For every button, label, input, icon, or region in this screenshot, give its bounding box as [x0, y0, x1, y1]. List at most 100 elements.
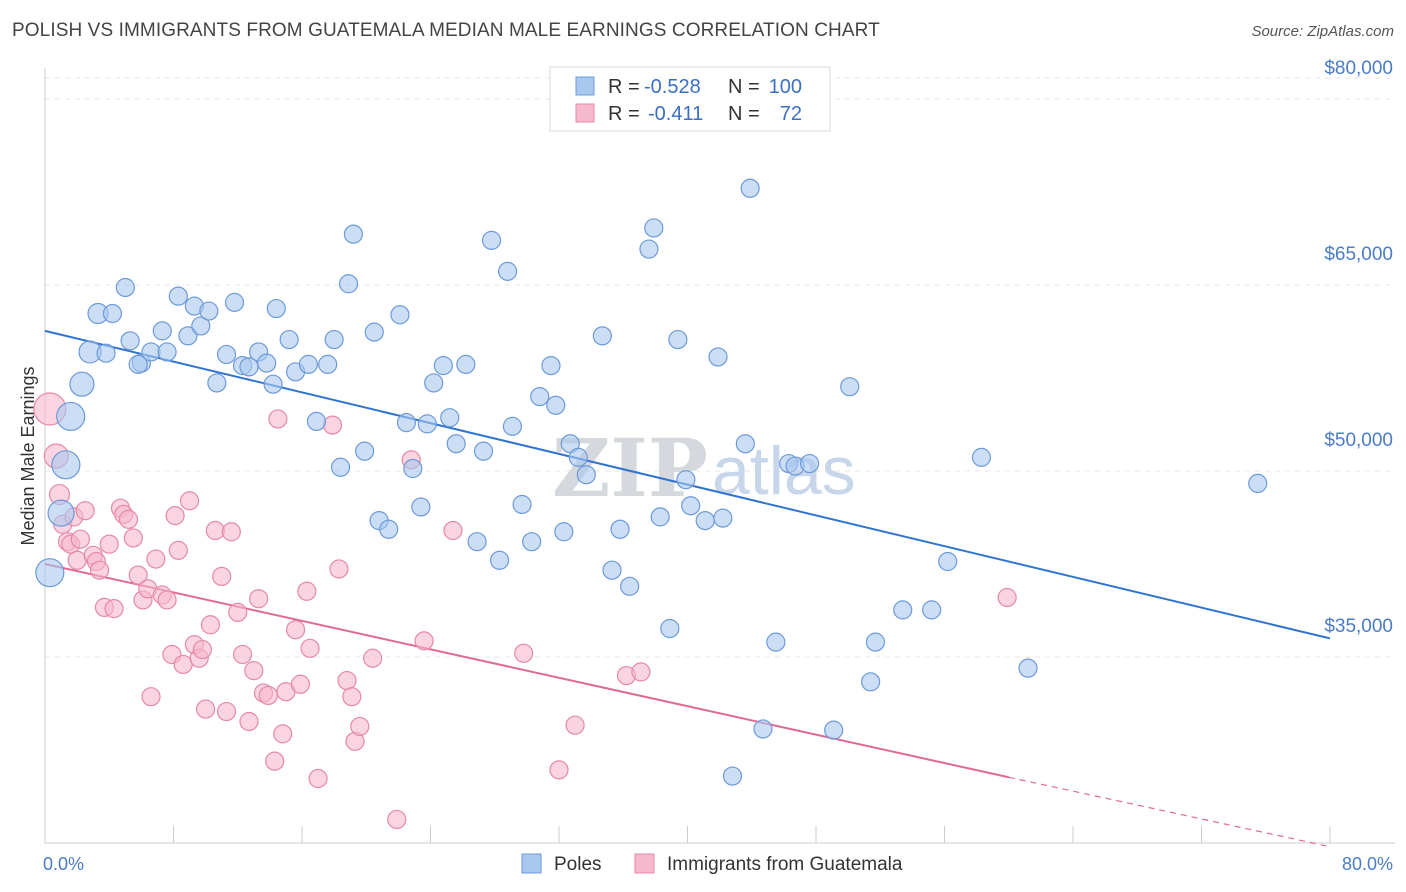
data-point-guatemala [146, 549, 166, 569]
data-point-guatemala [104, 599, 124, 619]
data-point-poles [1018, 658, 1038, 678]
data-point-guatemala [90, 560, 110, 580]
data-point-poles [799, 453, 820, 474]
data-point-poles [708, 347, 728, 367]
data-point-guatemala [123, 528, 143, 548]
data-point-poles [338, 274, 359, 294]
data-point-poles [971, 447, 992, 467]
data-point-guatemala [300, 638, 320, 658]
data-point-guatemala [514, 643, 534, 663]
data-point-poles [512, 494, 532, 515]
data-point-poles [306, 411, 327, 431]
data-point-guatemala [290, 674, 310, 694]
data-point-poles [279, 329, 299, 350]
x-tick-label-max: 80.0% [1342, 854, 1393, 874]
data-point-poles [620, 576, 640, 596]
data-point-poles [473, 441, 494, 461]
data-point-poles [753, 719, 773, 739]
data-point-poles [541, 356, 561, 376]
data-point-guatemala [99, 534, 119, 554]
data-point-poles [257, 353, 277, 373]
data-point-guatemala [329, 559, 349, 579]
data-point-guatemala [67, 550, 87, 570]
data-point-guatemala [157, 590, 177, 610]
y-tick-label: $50,000 [1324, 430, 1393, 451]
data-point-guatemala [173, 654, 193, 675]
data-point-poles [602, 560, 622, 580]
data-point-poles [115, 277, 135, 298]
data-point-poles [157, 342, 177, 362]
data-point-guatemala [244, 661, 264, 681]
data-point-poles [168, 286, 188, 306]
data-point-poles [403, 458, 423, 479]
data-point-poles [456, 354, 476, 374]
data-point-guatemala [216, 701, 237, 722]
y-tick-label: $65,000 [1324, 244, 1393, 265]
legend-swatch-poles [575, 76, 595, 96]
data-point-poles [96, 343, 116, 363]
data-point-guatemala [165, 506, 185, 526]
data-point-poles [120, 331, 140, 351]
data-point-poles [417, 414, 437, 434]
data-point-poles [722, 766, 743, 786]
data-point-poles [735, 434, 755, 454]
data-point-poles [35, 558, 65, 588]
data-point-poles [199, 301, 219, 321]
data-point-guatemala [128, 565, 148, 585]
data-point-poles [713, 508, 733, 528]
data-point-poles [263, 374, 283, 394]
data-point-guatemala [200, 615, 221, 635]
data-point-poles [489, 550, 510, 570]
data-point-guatemala [205, 520, 225, 541]
data-point-guatemala [363, 648, 383, 668]
data-point-poles [216, 344, 237, 365]
data-point-poles [1248, 473, 1268, 493]
points-guatemala [33, 392, 1017, 830]
data-point-poles [324, 329, 344, 350]
legend-n-label-poles: N = [728, 76, 760, 98]
data-point-guatemala [387, 809, 407, 830]
data-point-poles [861, 672, 881, 692]
y-axis-label: Median Male Earnings [18, 366, 38, 545]
bottom-legend-swatch-guatemala [634, 853, 655, 874]
data-point-poles [330, 457, 351, 477]
data-point-poles [178, 326, 198, 346]
data-point-poles [576, 465, 596, 485]
points-poles [35, 178, 1268, 786]
data-point-guatemala [342, 687, 362, 707]
data-point-poles [440, 408, 460, 428]
data-point-guatemala [249, 589, 269, 609]
data-point-poles [592, 326, 612, 346]
data-point-poles [298, 354, 319, 374]
data-point-poles [141, 342, 161, 362]
data-point-poles [224, 292, 245, 312]
data-point-poles [396, 413, 417, 433]
data-point-poles [695, 510, 715, 531]
data-point-guatemala [631, 662, 651, 682]
trend-line-guatemala [44, 563, 1009, 779]
data-point-guatemala [308, 768, 328, 789]
legend-n-value-guatemala: 72 [780, 103, 802, 125]
legend-r-value-poles: -0.528 [644, 76, 701, 98]
data-point-poles [51, 450, 81, 480]
legend-swatch-guatemala [575, 103, 595, 123]
data-point-guatemala [350, 716, 370, 737]
data-point-guatemala [212, 566, 232, 587]
data-point-guatemala [192, 639, 213, 660]
data-point-poles [676, 470, 696, 490]
data-point-poles [922, 600, 942, 620]
data-point-poles [824, 720, 844, 740]
x-tick-labels: 0.0% 80.0% [43, 854, 1393, 874]
data-point-guatemala [322, 415, 343, 435]
data-point-poles [47, 499, 75, 527]
data-point-poles [191, 316, 211, 336]
data-point-guatemala [141, 687, 161, 707]
data-point-poles [522, 532, 542, 552]
bottom-legend-label-guatemala: Immigrants from Guatemala [667, 854, 903, 875]
data-point-poles [433, 356, 453, 376]
legend-r-label-poles: R = [608, 76, 640, 98]
data-point-poles [610, 519, 630, 539]
legend-r-value-guatemala: -0.411 [648, 103, 703, 125]
data-point-poles [568, 447, 588, 467]
